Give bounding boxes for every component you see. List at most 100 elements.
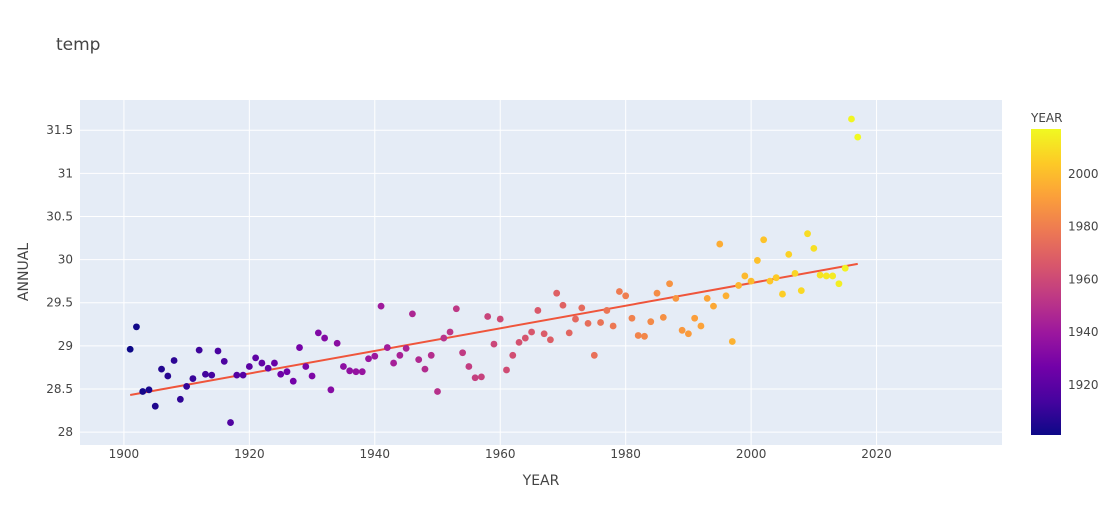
data-point bbox=[841, 264, 849, 272]
data-point bbox=[252, 354, 260, 362]
data-point bbox=[822, 272, 830, 280]
data-point bbox=[302, 363, 310, 370]
data-point bbox=[760, 236, 768, 244]
data-point bbox=[829, 272, 837, 280]
x-tick-label: 1960 bbox=[485, 447, 516, 461]
data-point bbox=[440, 334, 448, 342]
data-point bbox=[578, 304, 586, 312]
data-point bbox=[653, 289, 661, 297]
data-point bbox=[133, 323, 140, 331]
x-tick-label: 2000 bbox=[736, 447, 767, 461]
data-point bbox=[848, 115, 855, 123]
data-point bbox=[753, 257, 761, 264]
data-point bbox=[365, 355, 372, 363]
x-tick-label: 1940 bbox=[360, 447, 391, 461]
data-point bbox=[402, 345, 410, 352]
colorbar-tick-label: 1960 bbox=[1068, 272, 1099, 286]
data-point bbox=[465, 363, 473, 370]
data-point bbox=[145, 386, 153, 394]
data-point bbox=[496, 315, 504, 323]
y-tick-label: 29 bbox=[58, 339, 73, 353]
data-point bbox=[446, 328, 454, 336]
data-point bbox=[741, 272, 749, 280]
data-point bbox=[647, 318, 655, 326]
data-point bbox=[126, 345, 134, 353]
data-point bbox=[371, 352, 379, 360]
data-point bbox=[728, 338, 736, 345]
data-point bbox=[684, 330, 692, 338]
data-point bbox=[346, 367, 354, 375]
y-tick-label: 29.5 bbox=[46, 296, 73, 310]
y-tick-label: 28.5 bbox=[46, 382, 73, 396]
data-point bbox=[584, 319, 592, 327]
data-point bbox=[158, 365, 165, 373]
x-tick-label: 2020 bbox=[861, 447, 892, 461]
data-point bbox=[628, 314, 636, 322]
data-point bbox=[189, 375, 197, 382]
data-point bbox=[547, 336, 554, 344]
data-point bbox=[835, 280, 843, 288]
data-point bbox=[176, 395, 184, 403]
data-point bbox=[779, 290, 786, 298]
data-point bbox=[202, 370, 209, 378]
data-point bbox=[490, 340, 498, 348]
data-point bbox=[308, 372, 316, 380]
data-point bbox=[333, 339, 341, 347]
data-point bbox=[321, 334, 329, 342]
y-tick-label: 31.5 bbox=[46, 123, 73, 137]
data-point bbox=[471, 374, 479, 382]
data-point bbox=[716, 240, 724, 248]
data-point bbox=[214, 347, 222, 355]
data-points bbox=[126, 115, 862, 426]
data-point bbox=[597, 319, 604, 326]
data-point bbox=[634, 332, 642, 339]
data-point bbox=[659, 313, 667, 321]
x-tick-label: 1900 bbox=[109, 447, 140, 461]
plot-area bbox=[80, 100, 1002, 445]
data-point bbox=[183, 382, 191, 390]
colorbar-tick-label: 1920 bbox=[1068, 378, 1099, 392]
data-point bbox=[559, 301, 567, 309]
y-tick-label: 28 bbox=[58, 425, 73, 439]
data-point bbox=[377, 302, 385, 310]
data-point bbox=[289, 377, 297, 385]
data-point bbox=[164, 372, 172, 380]
data-point bbox=[521, 334, 529, 342]
data-point bbox=[565, 329, 573, 337]
data-point bbox=[409, 310, 416, 318]
data-point bbox=[427, 351, 435, 359]
data-point bbox=[609, 322, 617, 330]
y-axis-title: ANNUAL bbox=[16, 243, 32, 301]
data-point bbox=[170, 357, 178, 364]
colorbar-tick-label: 1940 bbox=[1068, 325, 1099, 339]
x-tick-label: 1980 bbox=[610, 447, 641, 461]
data-point bbox=[772, 274, 780, 282]
data-point bbox=[572, 315, 579, 323]
x-axis-ticks: 1900 1920 1940 1960 1980 2000 2020 bbox=[109, 447, 892, 461]
data-point bbox=[672, 294, 680, 302]
data-point bbox=[710, 302, 717, 310]
data-point bbox=[766, 277, 774, 285]
colorbar-title: YEAR bbox=[1030, 111, 1062, 125]
data-point bbox=[810, 244, 818, 252]
data-point bbox=[264, 364, 272, 372]
data-point bbox=[352, 368, 360, 376]
data-point bbox=[528, 328, 535, 336]
data-point bbox=[616, 288, 623, 295]
data-point bbox=[258, 359, 266, 367]
data-point bbox=[239, 371, 247, 379]
data-point bbox=[383, 344, 391, 351]
data-point bbox=[747, 277, 755, 285]
data-point bbox=[277, 370, 285, 378]
data-point bbox=[233, 371, 241, 379]
data-point bbox=[603, 307, 611, 314]
data-point bbox=[666, 280, 673, 288]
data-point bbox=[503, 366, 510, 374]
data-point bbox=[139, 388, 147, 395]
data-point bbox=[590, 351, 598, 359]
data-point bbox=[314, 329, 322, 337]
data-point bbox=[220, 357, 228, 365]
colorbar-ticks: 1920 1940 1960 1980 2000 bbox=[1068, 167, 1099, 392]
data-point bbox=[484, 313, 492, 320]
data-point bbox=[421, 365, 429, 373]
